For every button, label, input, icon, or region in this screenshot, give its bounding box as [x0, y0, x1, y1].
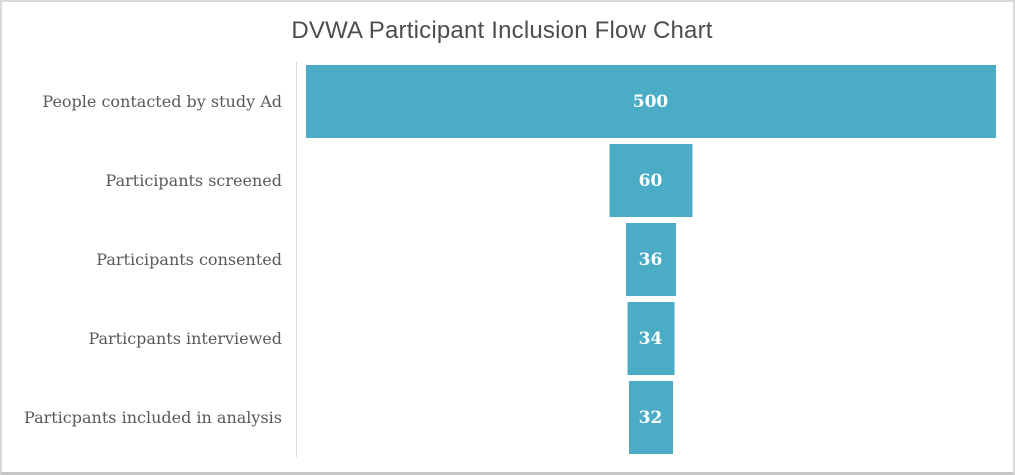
funnel-row: Participants consented 36 [2, 220, 1004, 299]
funnel-bar: 500 [305, 65, 996, 138]
bar-zone: 60 [296, 141, 1004, 220]
funnel-bar: 36 [625, 223, 676, 296]
category-label: Particpants included in analysis [24, 407, 282, 427]
bar-zone: 32 [296, 378, 1004, 457]
funnel-row: Participants screened 60 [2, 141, 1004, 220]
funnel-bar: 32 [628, 381, 673, 454]
value-label: 500 [632, 91, 669, 112]
value-label: 36 [638, 249, 663, 270]
funnel-bar: 60 [609, 144, 692, 217]
category-label: Participants screened [105, 170, 282, 190]
funnel-row: Particpants interviewed 34 [2, 299, 1004, 378]
chart-title: DVWA Participant Inclusion Flow Chart [291, 17, 713, 44]
bar-zone: 34 [296, 299, 1004, 378]
funnel-bar: 34 [627, 302, 674, 375]
funnel-row: Particpants included in analysis 32 [2, 378, 1004, 457]
category-label: Participants consented [96, 249, 282, 269]
value-label: 32 [638, 407, 663, 428]
bar-zone: 36 [296, 220, 1004, 299]
value-label: 60 [638, 170, 663, 191]
funnel-row: People contacted by study Ad 500 [2, 62, 1004, 141]
value-label: 34 [638, 328, 663, 349]
bar-zone: 500 [296, 62, 1004, 141]
plot-area: People contacted by study Ad 500 Participa… [2, 62, 1004, 457]
category-label: Particpants interviewed [88, 328, 282, 348]
category-label: People contacted by study Ad [42, 91, 282, 111]
